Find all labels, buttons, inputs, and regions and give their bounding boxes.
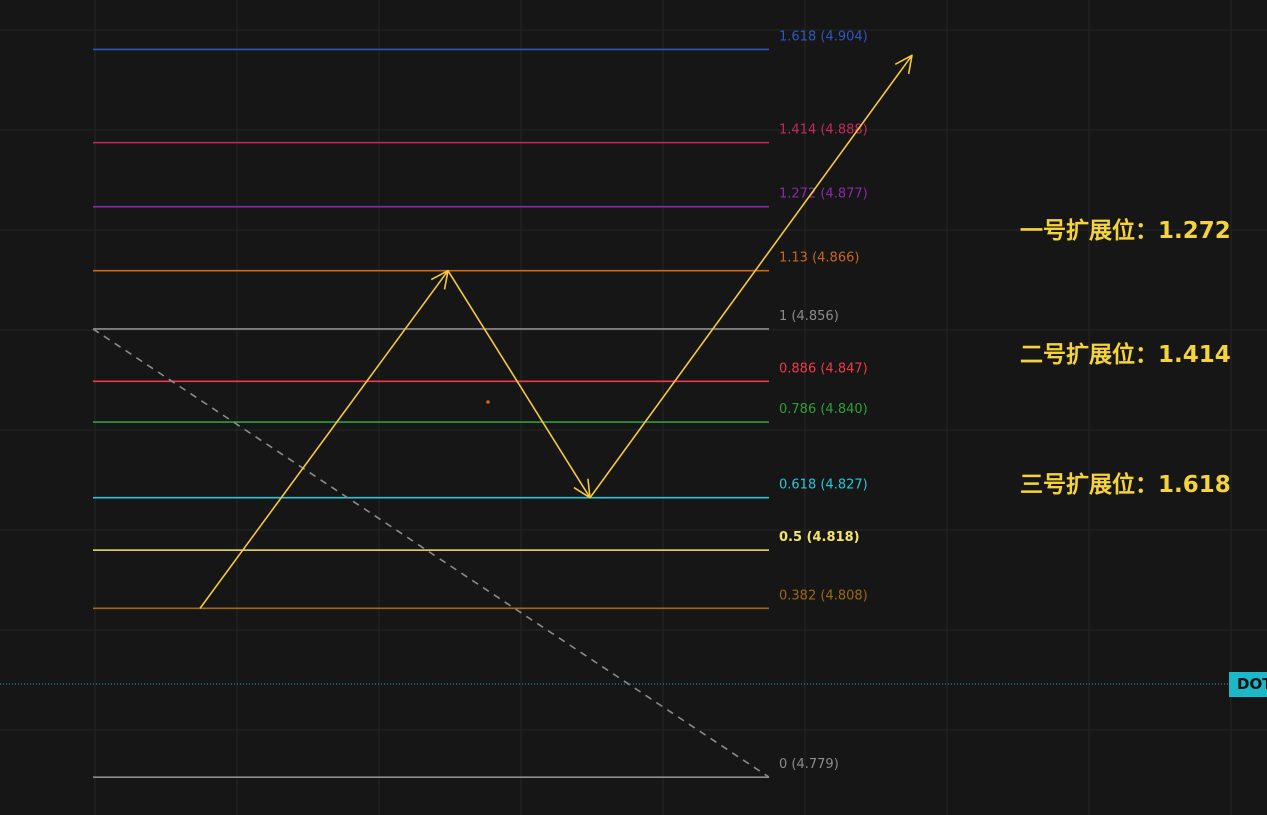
extension-annotation-3: 三号扩展位：1.618 — [1020, 472, 1231, 498]
fib-level-label-0: 0 (4.779) — [779, 757, 839, 772]
path-arrow-head-3 — [894, 54, 913, 75]
fib-level-label-1.618: 1.618 (4.904) — [779, 29, 868, 44]
path-arrow-1 — [199, 270, 449, 609]
fib-level-label-0.618: 0.618 (4.827) — [779, 478, 868, 493]
trend-line-dashed — [92, 328, 770, 778]
extension-annotation-1: 一号扩展位：1.272 — [1020, 218, 1231, 244]
fib-level-label-0.786: 0.786 (4.840) — [779, 402, 868, 417]
fib-level-label-0.382: 0.382 (4.808) — [779, 588, 868, 603]
path-arrow-3 — [589, 54, 913, 499]
path-arrow-2 — [447, 270, 591, 499]
fib-level-label-1.414: 1.414 (4.888) — [779, 123, 868, 138]
fib-level-label-1.13: 1.13 (4.866) — [779, 251, 859, 266]
path-arrow-head-1 — [430, 269, 449, 290]
fib-level-label-1: 1 (4.856) — [779, 309, 839, 324]
fib-level-label-0.886: 0.886 (4.847) — [779, 361, 868, 376]
extension-annotation-2: 二号扩展位：1.414 — [1020, 342, 1231, 368]
marker-dot — [486, 400, 490, 404]
fib-level-label-0.5: 0.5 (4.818) — [779, 530, 860, 545]
fib-level-label-1.272: 1.272 (4.877) — [779, 187, 868, 202]
symbol-price-tag[interactable]: DOT — [1229, 672, 1267, 697]
